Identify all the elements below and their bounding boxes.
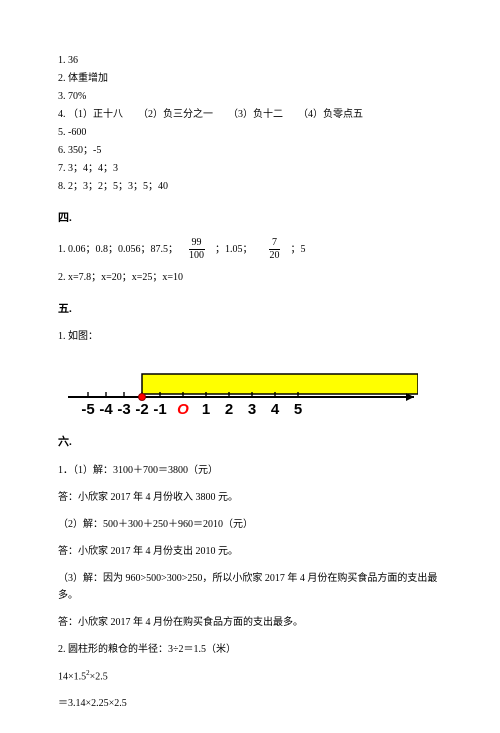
sec6-l5: （3）解：因为 960>500>300>250，所以小欣家 2017 年 4 月… bbox=[58, 570, 445, 604]
item-8: 8. 2；3；2；5；3；5；40 bbox=[58, 178, 445, 195]
svg-text:O: O bbox=[177, 401, 189, 415]
sec4-1b: ；1.05； bbox=[215, 241, 253, 258]
fraction-denominator: 100 bbox=[186, 250, 207, 261]
sec6-l1: 1．（1）解：3100＋700＝3800（元） bbox=[58, 462, 445, 479]
section-5-heading: 五. bbox=[58, 300, 445, 319]
item-7: 7. 3；4；4；3 bbox=[58, 160, 445, 177]
sec4-1c: ；5 bbox=[291, 241, 306, 258]
sec6-l3: （2）解：500＋300＋250＋960＝2010（元） bbox=[58, 516, 445, 533]
fraction-99-100: 99 100 bbox=[186, 238, 207, 261]
svg-text:1: 1 bbox=[202, 401, 210, 415]
item-6: 6. 350；-5 bbox=[58, 142, 445, 159]
sec6-l9: ＝3.14×2.25×2.5 bbox=[58, 695, 445, 712]
fraction-denominator: 20 bbox=[267, 250, 283, 261]
number-line-svg: -5 -4 -3 -2 -1 O1 2 3 45 bbox=[58, 359, 418, 415]
svg-text:4: 4 bbox=[271, 401, 280, 415]
sec6-l8-a: 14×1.5 bbox=[58, 671, 86, 682]
item-4: 4. （1）正十八 （2）负三分之一 （3）负十二 （4）负零点五 bbox=[58, 106, 445, 123]
sec6-l4: 答：小欣家 2017 年 4 月份支出 2010 元。 bbox=[58, 543, 445, 560]
section-4-line-2: 2. x=7.8；x=20；x=25；x=10 bbox=[58, 269, 445, 286]
svg-text:3: 3 bbox=[248, 401, 256, 415]
section-5-line-1: 1. 如图： bbox=[58, 328, 445, 345]
fraction-numerator: 7 bbox=[269, 238, 280, 250]
sec6-l7: 2. 圆柱形的粮仓的半径：3÷2＝1.5（米） bbox=[58, 641, 445, 658]
sec6-l2: 答：小欣家 2017 年 4 月份收入 3800 元。 bbox=[58, 489, 445, 506]
section-4-line-1: 1. 0.06；0.8；0.056；87.5； 99 100 ；1.05； 7 … bbox=[58, 238, 445, 261]
svg-text:-4: -4 bbox=[99, 401, 113, 415]
section-4-heading: 四. bbox=[58, 209, 445, 228]
item-5: 5. -600 bbox=[58, 124, 445, 141]
svg-text:2: 2 bbox=[225, 401, 233, 415]
section-6-heading: 六. bbox=[58, 433, 445, 452]
svg-text:-2: -2 bbox=[135, 401, 148, 415]
document-body: 1. 36 2. 体重增加 3. 70% 4. （1）正十八 （2）负三分之一 … bbox=[0, 0, 500, 733]
svg-text:5: 5 bbox=[294, 401, 302, 415]
svg-text:-1: -1 bbox=[153, 401, 166, 415]
item-1: 1. 36 bbox=[58, 52, 445, 69]
fraction-7-20: 7 20 bbox=[267, 238, 283, 261]
number-line-figure: -5 -4 -3 -2 -1 O1 2 3 45 bbox=[58, 359, 445, 415]
sec4-1a: 1. 0.06；0.8；0.056；87.5； bbox=[58, 241, 178, 258]
sec6-l8: 14×1.52×2.5 bbox=[58, 668, 445, 685]
svg-text:-3: -3 bbox=[117, 401, 130, 415]
svg-text:-5: -5 bbox=[81, 401, 94, 415]
item-3: 3. 70% bbox=[58, 88, 445, 105]
sec6-l6: 答：小欣家 2017 年 4 月份在购买食品方面的支出最多。 bbox=[58, 614, 445, 631]
fraction-numerator: 99 bbox=[189, 238, 205, 250]
item-2: 2. 体重增加 bbox=[58, 70, 445, 87]
sec6-l8-b: ×2.5 bbox=[90, 671, 108, 682]
